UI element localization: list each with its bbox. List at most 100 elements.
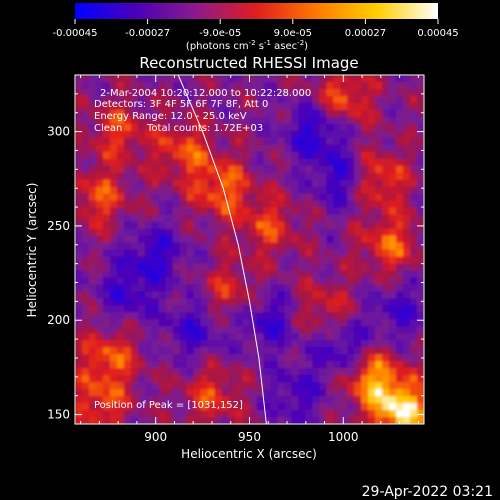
heatmap-cell <box>305 249 313 258</box>
heatmap-cell <box>354 396 362 404</box>
heatmap-cell <box>75 396 83 404</box>
heatmap-cell <box>375 389 383 397</box>
heatmap-cell <box>221 263 230 272</box>
heatmap-cell <box>158 158 167 167</box>
heatmap-cell <box>319 123 327 132</box>
heatmap-cell <box>291 221 299 230</box>
heatmap-cell <box>186 340 195 348</box>
heatmap-cell <box>228 396 237 404</box>
heatmap-cell <box>305 214 313 223</box>
y-axis-label: Heliocentric Y (arcsec) <box>25 183 39 318</box>
heatmap-cell <box>389 263 397 272</box>
heatmap-cell <box>102 326 111 334</box>
heatmap-cell <box>277 158 285 167</box>
heatmap-cell <box>361 417 369 424</box>
heatmap-cell <box>347 186 355 195</box>
heatmap-cell <box>88 319 97 327</box>
heatmap-cell <box>221 417 230 424</box>
heatmap-cell <box>396 165 404 174</box>
heatmap-cell <box>368 389 376 397</box>
heatmap-cell <box>270 130 279 139</box>
heatmap-cell <box>186 305 195 313</box>
heatmap-cell <box>172 123 181 132</box>
heatmap-cell <box>312 277 320 285</box>
heatmap-cell <box>172 242 181 251</box>
heatmap-cell <box>361 165 369 174</box>
heatmap-cell <box>256 263 265 272</box>
heatmap-cell <box>389 242 397 251</box>
heatmap-cell <box>340 172 348 181</box>
heatmap-cell <box>354 298 362 306</box>
heatmap-cell <box>179 249 188 258</box>
heatmap-cell <box>81 123 90 132</box>
heatmap-cell <box>214 340 223 348</box>
heatmap-cell <box>410 277 418 285</box>
heatmap-cell <box>417 102 424 111</box>
heatmap-cell <box>340 347 348 355</box>
heatmap-cell <box>109 368 118 376</box>
heatmap-cell <box>81 361 90 369</box>
heatmap-cell <box>298 389 306 397</box>
heatmap-cell <box>417 214 424 223</box>
heatmap-cell <box>417 291 424 299</box>
heatmap-cell <box>109 95 118 104</box>
heatmap-cell <box>214 270 223 279</box>
heatmap-cell <box>151 333 160 341</box>
heatmap-cell <box>312 172 320 181</box>
heatmap-cell <box>221 200 230 209</box>
heatmap-cell <box>214 291 223 299</box>
heatmap-cell <box>347 207 355 216</box>
heatmap-cell <box>368 396 376 404</box>
heatmap-cell <box>235 291 244 299</box>
heatmap-cell <box>326 179 334 188</box>
heatmap-cell <box>347 193 355 202</box>
heatmap-cell <box>151 347 160 355</box>
heatmap-cell <box>249 270 258 279</box>
heatmap-cell <box>116 158 125 167</box>
heatmap-cell <box>193 123 202 132</box>
heatmap-cell <box>305 81 313 90</box>
heatmap-cell <box>298 221 306 230</box>
heatmap-cell <box>312 417 320 424</box>
heatmap-cell <box>228 361 237 369</box>
heatmap-cell <box>200 144 209 153</box>
heatmap-cell <box>249 116 258 125</box>
heatmap-cell <box>221 151 230 160</box>
heatmap-cell <box>207 137 216 146</box>
heatmap-cell <box>95 172 104 181</box>
heatmap-cell <box>375 193 383 202</box>
heatmap-cell <box>270 172 279 181</box>
heatmap-cell <box>242 417 251 424</box>
heatmap-cell <box>228 165 237 174</box>
heatmap-cell <box>116 298 125 306</box>
heatmap-cell <box>403 172 411 181</box>
heatmap-cell <box>235 277 244 285</box>
heatmap-cell <box>102 291 111 299</box>
heatmap-cell <box>144 396 153 404</box>
heatmap-cell <box>410 354 418 362</box>
heatmap-cell <box>417 284 424 292</box>
heatmap-cell <box>417 368 424 376</box>
heatmap-cell <box>214 116 223 125</box>
heatmap-cell <box>200 200 209 209</box>
heatmap-cell <box>340 256 348 265</box>
heatmap-cell <box>305 277 313 285</box>
heatmap-cell <box>200 235 209 244</box>
heatmap-cell <box>333 375 341 383</box>
heatmap-cell <box>305 88 313 97</box>
heatmap-cell <box>305 221 313 230</box>
heatmap-cell <box>284 396 292 404</box>
heatmap-cell <box>81 235 90 244</box>
heatmap-cell <box>298 312 306 320</box>
heatmap-cell <box>123 319 132 327</box>
heatmap-cell <box>375 298 383 306</box>
heatmap-cell <box>123 235 132 244</box>
heatmap-cell <box>172 95 181 104</box>
heatmap-cell <box>277 417 285 424</box>
heatmap-cell <box>144 347 153 355</box>
heatmap-cell <box>137 326 146 334</box>
heatmap-cell <box>382 75 390 83</box>
heatmap-cell <box>123 193 132 202</box>
heatmap-cell <box>95 389 104 397</box>
heatmap-cell <box>389 284 397 292</box>
